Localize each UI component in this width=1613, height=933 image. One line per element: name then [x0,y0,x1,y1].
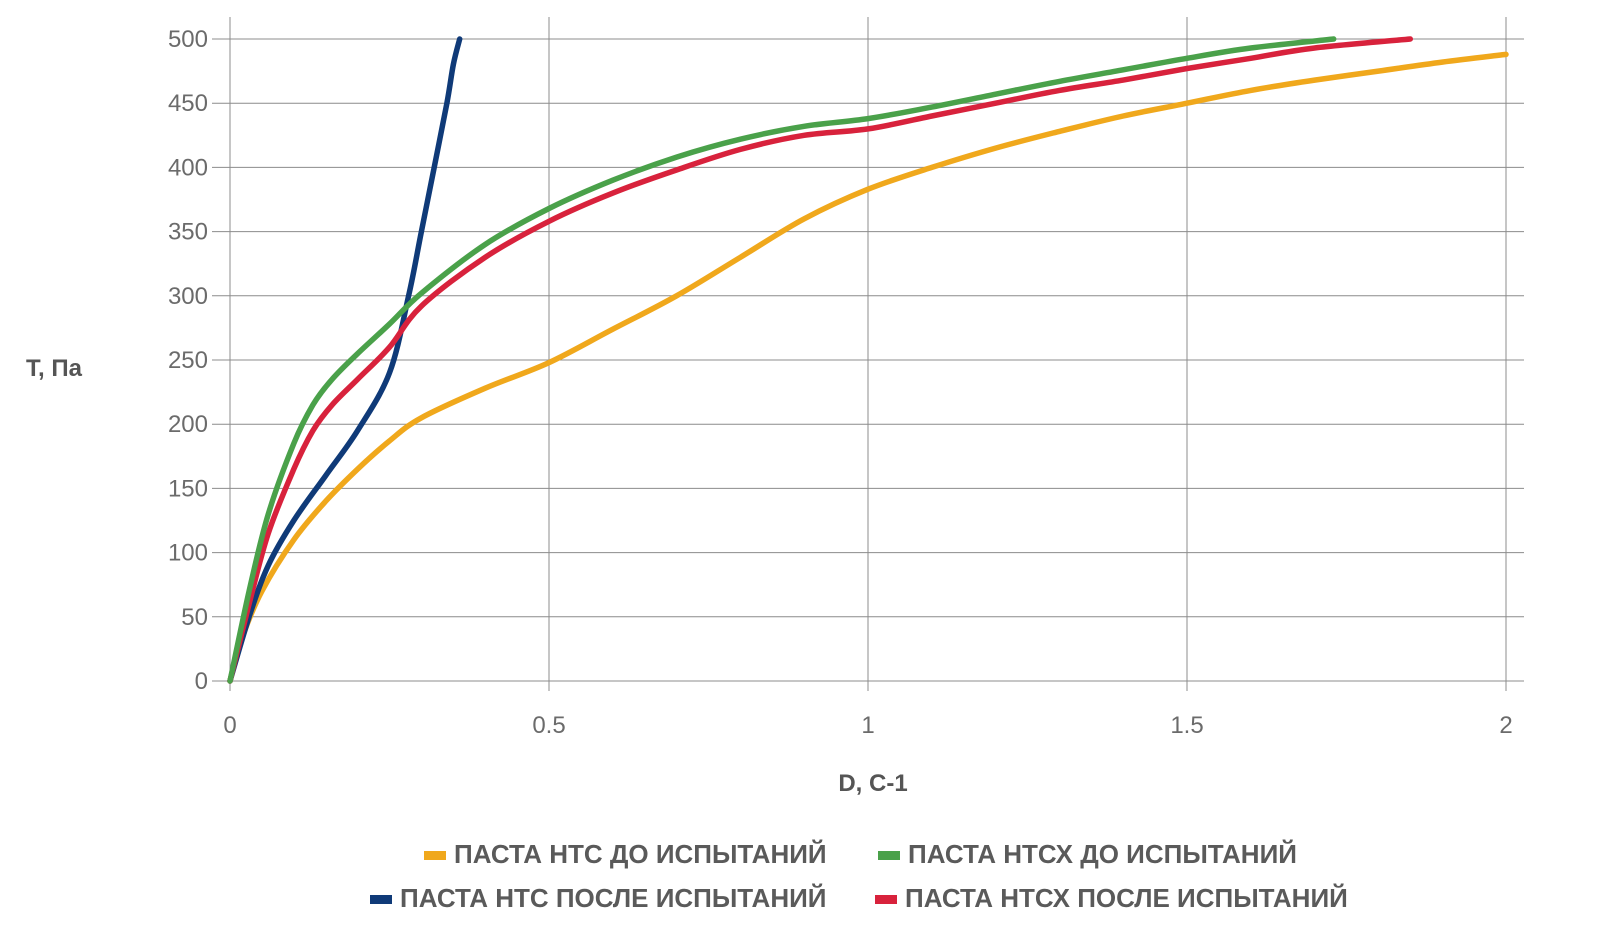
legend-label-0: ПАСТА НТС ДО ИСПЫТАНИЙ [454,839,827,869]
x-tick-label: 0 [223,712,236,739]
y-tick-label: 200 [168,411,208,438]
legend-swatch-3 [875,895,897,904]
legend-swatch-2 [370,895,392,904]
legend-swatch-1 [878,851,900,860]
y-tick-label: 400 [168,154,208,181]
y-tick-label: 50 [181,604,208,631]
x-tick-label: 1.5 [1170,712,1203,739]
y-tick-label: 450 [168,90,208,117]
series-line-2 [227,36,463,684]
x-axis-ticks: 0 0.5 1 1.5 2 [223,712,1512,739]
y-tick-label: 300 [168,283,208,310]
y-tick-label: 150 [168,475,208,502]
legend-label-2: ПАСТА НТС ПОСЛЕ ИСПЫТАНИЙ [400,883,826,913]
legend-swatch-0 [424,851,446,860]
y-tick-label: 100 [168,540,208,567]
series-line-0 [227,51,1509,684]
series-line-3 [227,36,1414,684]
x-tick-label: 0.5 [532,712,565,739]
y-tick-label: 500 [168,26,208,53]
y-axis-label: T, Па [26,355,83,382]
series-layer [227,36,1509,684]
x-tick-label: 2 [1499,712,1512,739]
y-tick-label: 250 [168,347,208,374]
legend: ПАСТА НТС ДО ИСПЫТАНИЙ ПАСТА НТСХ ДО ИСПЫ… [370,839,1348,913]
y-axis-ticks: 0 50 100 150 200 250 300 350 400 450 500 [168,26,208,695]
y-tick-label: 350 [168,219,208,246]
x-axis-label: D, С-1 [838,770,907,797]
series-line-1 [227,36,1337,684]
y-tick-label: 0 [195,668,208,695]
legend-label-1: ПАСТА НТСХ ДО ИСПЫТАНИЙ [908,839,1297,869]
x-tick-label: 1 [861,712,874,739]
grid [212,17,1524,691]
legend-label-3: ПАСТА НТСХ ПОСЛЕ ИСПЫТАНИЙ [905,883,1348,913]
